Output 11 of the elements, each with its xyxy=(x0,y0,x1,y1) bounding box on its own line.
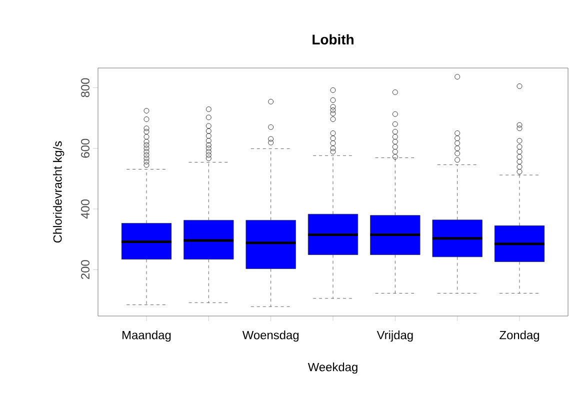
x-tick-label: Woensdag xyxy=(242,330,299,342)
x-tick-label: Zondag xyxy=(500,330,540,342)
chart-title: Lobith xyxy=(312,34,354,44)
y-axis-title: Chloridevracht kg/s xyxy=(53,141,64,243)
y-tick-label: 800 xyxy=(81,78,90,98)
x-axis-title: Weekdag xyxy=(308,362,358,374)
x-tick-label: Maandag xyxy=(122,330,171,342)
y-tick-label: 200 xyxy=(81,260,90,279)
y-tick-label: 600 xyxy=(81,138,90,158)
x-tick-label: Vrijdag xyxy=(376,330,413,342)
y-tick-label: 400 xyxy=(81,199,90,219)
